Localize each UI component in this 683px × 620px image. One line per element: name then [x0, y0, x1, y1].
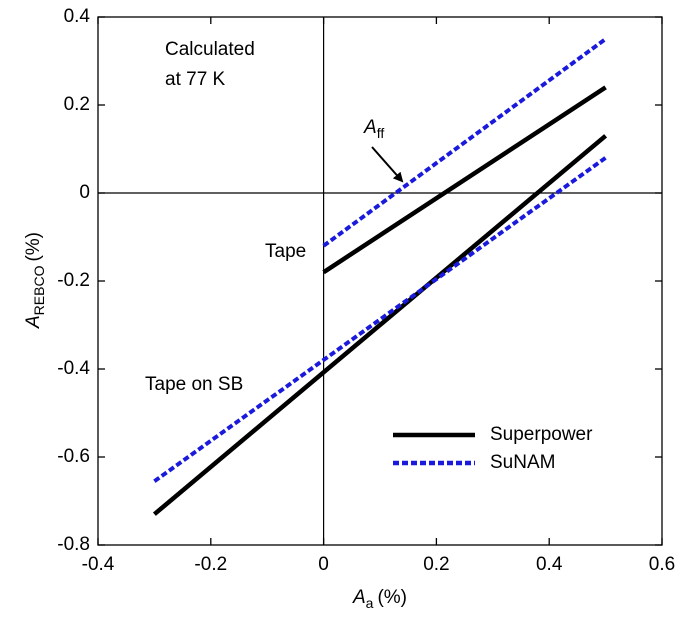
label-symbol: A	[23, 315, 44, 329]
legend-label: Superpower	[490, 424, 593, 445]
x-axis-label: Aa (%)	[352, 587, 407, 611]
x-tick-label: -0.4	[82, 554, 115, 575]
y-axis-label: AREBCO (%)	[23, 232, 47, 329]
plot-frame	[97, 16, 663, 546]
annotation: Aff	[363, 117, 384, 141]
y-tick-label: -0.2	[57, 270, 90, 291]
annotation: at 77 K	[165, 69, 226, 90]
label-symbol: A	[363, 117, 377, 138]
legend-label: SuNAM	[490, 452, 555, 473]
x-tick-label: 0.4	[536, 554, 563, 575]
label-unit: (%)	[377, 587, 407, 608]
series-line	[152, 85, 608, 516]
y-tick-label: -0.8	[57, 534, 90, 555]
y-tick-label: -0.4	[57, 358, 90, 379]
y-tick-label: 0.2	[64, 94, 90, 115]
y-tick-label: 0.4	[64, 6, 91, 27]
label-subscript: a	[366, 595, 374, 611]
x-tick-label: -0.2	[194, 554, 227, 575]
annotation: Calculated	[165, 39, 255, 60]
x-tick-label: 0	[318, 554, 329, 575]
y-tick-label: -0.6	[57, 446, 90, 467]
arrow	[371, 146, 404, 183]
series-line	[153, 37, 607, 483]
annotation: Tape on SB	[145, 374, 243, 395]
x-tick-label: 0.6	[649, 554, 675, 575]
y-tick-label: 0	[79, 182, 90, 203]
label-symbol: A	[352, 587, 366, 608]
x-tick-label: 0.2	[423, 554, 449, 575]
label-subscript: ff	[377, 125, 385, 141]
label-subscript: REBCO	[31, 265, 47, 315]
label-unit: (%)	[23, 232, 44, 262]
annotation: Tape	[265, 241, 306, 262]
